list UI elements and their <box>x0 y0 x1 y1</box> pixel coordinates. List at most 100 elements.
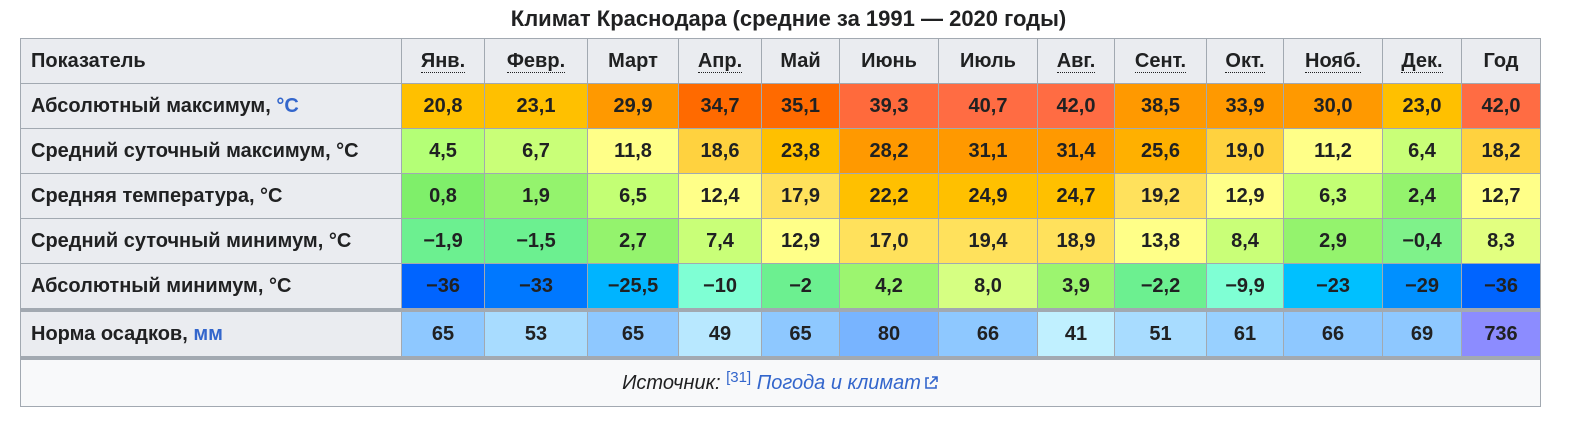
value-cell: 69 <box>1382 308 1462 359</box>
value-cell: 23,1 <box>484 83 588 129</box>
row-label: Средний суточный максимум, °C <box>20 128 402 174</box>
value-cell: 80 <box>839 308 939 359</box>
value-cell: 42,0 <box>1037 83 1115 129</box>
value-cell: 34,7 <box>678 83 762 129</box>
value-cell: 65 <box>761 308 840 359</box>
value-cell: 17,0 <box>839 218 939 264</box>
value-cell: 8,4 <box>1206 218 1284 264</box>
table-row: Средний суточный максимум, °C 4,5 6,7 11,8 1… <box>20 128 1541 174</box>
value-cell: 65 <box>401 308 485 359</box>
value-cell: 8,0 <box>938 263 1038 311</box>
header-month: Июнь <box>839 38 939 84</box>
value-cell: 2,4 <box>1382 173 1462 219</box>
table-row: Норма осадков, мм 65 53 65 49 65 80 66 41 51 61 66 6… <box>20 308 1541 359</box>
value-cell: 12,9 <box>761 218 840 264</box>
row-label: Абсолютный минимум, °C <box>20 263 402 311</box>
value-cell: 49 <box>678 308 762 359</box>
value-cell: 33,9 <box>1206 83 1284 129</box>
value-cell: 24,9 <box>938 173 1038 219</box>
header-month[interactable]: Дек. <box>1382 38 1462 84</box>
value-cell: 31,1 <box>938 128 1038 174</box>
year-cell: 736 <box>1461 308 1541 359</box>
year-cell: 12,7 <box>1461 173 1541 219</box>
table-row: Средний суточный минимум, °C −1,9 −1,5 2,7 7… <box>20 218 1541 264</box>
header-month[interactable]: Сент. <box>1114 38 1207 84</box>
header-month: Март <box>587 38 679 84</box>
table-row: Абсолютный максимум, °C 20,8 23,1 29,9 34,7 3… <box>20 83 1541 129</box>
value-cell: 40,7 <box>938 83 1038 129</box>
value-cell: 12,9 <box>1206 173 1284 219</box>
row-label: Средняя температура, °C <box>20 173 402 219</box>
value-cell: 39,3 <box>839 83 939 129</box>
value-cell: 7,4 <box>678 218 762 264</box>
year-cell: 42,0 <box>1461 83 1541 129</box>
header-month[interactable]: Янв. <box>401 38 485 84</box>
header-indicator: Показатель <box>20 38 402 84</box>
value-cell: −33 <box>484 263 588 311</box>
value-cell: 19,2 <box>1114 173 1207 219</box>
reference-link[interactable]: [31] <box>726 368 752 386</box>
value-cell: 61 <box>1206 308 1284 359</box>
source-prefix: Источник: <box>622 371 727 394</box>
value-cell: −1,5 <box>484 218 588 264</box>
value-cell: 24,7 <box>1037 173 1115 219</box>
value-cell: 6,4 <box>1382 128 1462 174</box>
value-cell: 2,9 <box>1283 218 1383 264</box>
value-cell: 30,0 <box>1283 83 1383 129</box>
row-label: Средний суточный минимум, °C <box>20 218 402 264</box>
header-month[interactable]: Окт. <box>1206 38 1284 84</box>
unit-link[interactable]: °C <box>276 94 299 117</box>
value-cell: 17,9 <box>761 173 840 219</box>
value-cell: 19,4 <box>938 218 1038 264</box>
source-cell: Источник: [31] Погода и климат <box>20 356 1541 407</box>
table-row: Абсолютный минимум, °C −36 −33 −25,5 −10 −2 4,… <box>20 263 1541 311</box>
value-cell: 3,9 <box>1037 263 1115 311</box>
value-cell: −2,2 <box>1114 263 1207 311</box>
value-cell: 66 <box>938 308 1038 359</box>
value-cell: −1,9 <box>401 218 485 264</box>
header-year: Год <box>1461 38 1541 84</box>
value-cell: 65 <box>587 308 679 359</box>
value-cell: −9,9 <box>1206 263 1284 311</box>
value-cell: −0,4 <box>1382 218 1462 264</box>
value-cell: −10 <box>678 263 762 311</box>
value-cell: 6,7 <box>484 128 588 174</box>
header-month[interactable]: Авг. <box>1037 38 1115 84</box>
value-cell: 4,5 <box>401 128 485 174</box>
value-cell: 38,5 <box>1114 83 1207 129</box>
value-cell: 11,8 <box>587 128 679 174</box>
header-month[interactable]: Апр. <box>678 38 762 84</box>
value-cell: 2,7 <box>587 218 679 264</box>
value-cell: 31,4 <box>1037 128 1115 174</box>
value-cell: −29 <box>1382 263 1462 311</box>
unit-link[interactable]: мм <box>193 322 223 345</box>
year-cell: −36 <box>1461 263 1541 311</box>
climate-table: Показатель Янв. Февр. Март Апр. Май Июнь… <box>20 38 1541 407</box>
header-month[interactable]: Февр. <box>484 38 588 84</box>
value-cell: 18,6 <box>678 128 762 174</box>
value-cell: 35,1 <box>761 83 840 129</box>
value-cell: 0,8 <box>401 173 485 219</box>
header-month[interactable]: Нояб. <box>1283 38 1383 84</box>
value-cell: 41 <box>1037 308 1115 359</box>
header-month: Июль <box>938 38 1038 84</box>
source-link[interactable]: Погода и климат <box>756 371 921 394</box>
value-cell: 13,8 <box>1114 218 1207 264</box>
external-link-icon <box>925 376 938 390</box>
value-cell: 6,3 <box>1283 173 1383 219</box>
value-cell: 53 <box>484 308 588 359</box>
header-month: Май <box>761 38 840 84</box>
value-cell: 20,8 <box>401 83 485 129</box>
row-label: Абсолютный максимум, °C <box>20 83 402 129</box>
value-cell: 51 <box>1114 308 1207 359</box>
year-cell: 18,2 <box>1461 128 1541 174</box>
value-cell: −2 <box>761 263 840 311</box>
value-cell: 23,8 <box>761 128 840 174</box>
value-cell: 18,9 <box>1037 218 1115 264</box>
value-cell: 4,2 <box>839 263 939 311</box>
value-cell: 11,2 <box>1283 128 1383 174</box>
table-row: Средняя температура, °C 0,8 1,9 6,5 12,4 17,9… <box>20 173 1541 219</box>
value-cell: 25,6 <box>1114 128 1207 174</box>
value-cell: 19,0 <box>1206 128 1284 174</box>
value-cell: 28,2 <box>839 128 939 174</box>
